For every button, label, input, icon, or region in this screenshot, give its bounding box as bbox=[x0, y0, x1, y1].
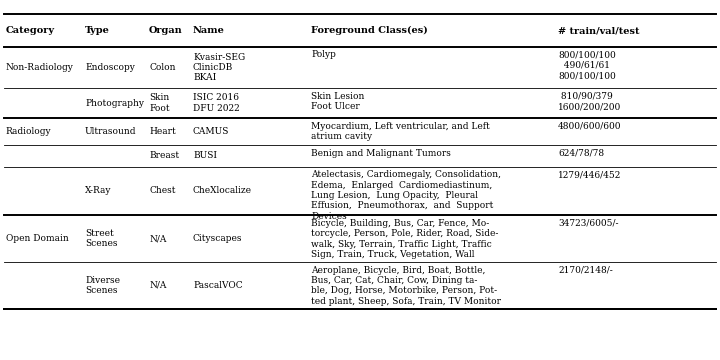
Text: Foreground Class(es): Foreground Class(es) bbox=[311, 26, 428, 35]
Text: Bicycle, Building, Bus, Car, Fence, Mo-
torcycle, Person, Pole, Rider, Road, Sid: Bicycle, Building, Bus, Car, Fence, Mo- … bbox=[311, 219, 498, 259]
Text: 810/90/379
1600/200/200: 810/90/379 1600/200/200 bbox=[558, 92, 621, 111]
Text: Heart: Heart bbox=[149, 127, 176, 136]
Text: Diverse
Scenes: Diverse Scenes bbox=[85, 276, 120, 295]
Text: X-Ray: X-Ray bbox=[85, 186, 112, 195]
Text: Name: Name bbox=[193, 26, 225, 35]
Text: Endoscopy: Endoscopy bbox=[85, 63, 135, 72]
Text: Breast: Breast bbox=[149, 151, 179, 160]
Text: 1279/446/452: 1279/446/452 bbox=[558, 170, 621, 179]
Text: BUSI: BUSI bbox=[193, 151, 217, 160]
Text: Type: Type bbox=[85, 26, 110, 35]
Text: Myocardium, Left ventricular, and Left
atrium cavity: Myocardium, Left ventricular, and Left a… bbox=[311, 122, 490, 141]
Text: N/A: N/A bbox=[149, 234, 166, 243]
Text: Kvasir-SEG
ClinicDB
BKAI: Kvasir-SEG ClinicDB BKAI bbox=[193, 53, 246, 82]
Text: ISIC 2016
DFU 2022: ISIC 2016 DFU 2022 bbox=[193, 94, 240, 113]
Text: Photography: Photography bbox=[85, 99, 144, 108]
Text: Atelectasis, Cardiomegaly, Consolidation,
Edema,  Enlarged  Cardiomediastinum,
L: Atelectasis, Cardiomegaly, Consolidation… bbox=[311, 170, 501, 221]
Text: N/A: N/A bbox=[149, 281, 166, 290]
Text: Cityscapes: Cityscapes bbox=[193, 234, 243, 243]
Text: Skin Lesion
Foot Ulcer: Skin Lesion Foot Ulcer bbox=[311, 92, 364, 111]
Text: CheXlocalize: CheXlocalize bbox=[193, 186, 252, 195]
Text: # train/val/test: # train/val/test bbox=[558, 26, 639, 35]
Text: 624/78/78: 624/78/78 bbox=[558, 149, 604, 158]
Text: Polyp: Polyp bbox=[311, 50, 336, 59]
Text: 4800/600/600: 4800/600/600 bbox=[558, 122, 621, 131]
Text: Chest: Chest bbox=[149, 186, 176, 195]
Text: Radiology: Radiology bbox=[6, 127, 51, 136]
Text: Skin
Foot: Skin Foot bbox=[149, 94, 170, 113]
Text: PascalVOC: PascalVOC bbox=[193, 281, 243, 290]
Text: 34723/6005/-: 34723/6005/- bbox=[558, 219, 618, 228]
Text: Benign and Malignant Tumors: Benign and Malignant Tumors bbox=[311, 149, 451, 158]
Text: CAMUS: CAMUS bbox=[193, 127, 230, 136]
Text: Open Domain: Open Domain bbox=[6, 234, 68, 243]
Text: Street
Scenes: Street Scenes bbox=[85, 229, 117, 248]
Text: 800/100/100
  490/61/61
800/100/100: 800/100/100 490/61/61 800/100/100 bbox=[558, 50, 616, 80]
Text: Colon: Colon bbox=[149, 63, 176, 72]
Text: Non-Radiology: Non-Radiology bbox=[6, 63, 73, 72]
Text: 2170/2148/-: 2170/2148/- bbox=[558, 266, 613, 275]
Text: Organ: Organ bbox=[149, 26, 183, 35]
Text: Ultrasound: Ultrasound bbox=[85, 127, 137, 136]
Text: Aeroplane, Bicycle, Bird, Boat, Bottle,
Bus, Car, Cat, Chair, Cow, Dining ta-
bl: Aeroplane, Bicycle, Bird, Boat, Bottle, … bbox=[311, 266, 501, 306]
Text: Category: Category bbox=[6, 26, 55, 35]
